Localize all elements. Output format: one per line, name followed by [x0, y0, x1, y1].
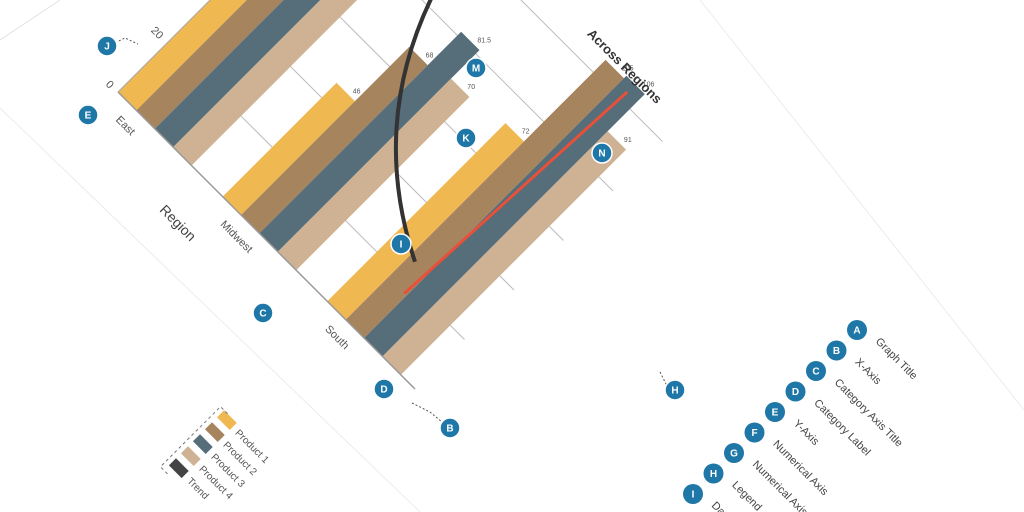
data-label: 72 — [522, 129, 530, 136]
badge-letter: J — [104, 42, 110, 53]
key-badge-letter: B — [833, 346, 840, 357]
badge-j — [96, 35, 118, 57]
key-badge-g — [724, 443, 744, 463]
bar-east-product-2 — [136, 0, 452, 129]
page-border-top — [0, 0, 61, 41]
pointer-b — [411, 402, 449, 428]
key-badge-h — [703, 463, 724, 484]
legend-swatch — [180, 446, 201, 467]
badge-letter: N — [598, 149, 605, 160]
key-badge-letter: H — [710, 469, 717, 480]
badge-e — [77, 104, 99, 126]
key-badge-letter: G — [730, 449, 738, 460]
badge-letter: K — [462, 134, 470, 145]
x-axis-title: Region — [157, 201, 200, 244]
badge-letter: D — [380, 385, 387, 396]
key-badge-letter: I — [692, 490, 695, 501]
badge-letter: E — [85, 111, 92, 122]
y-axis — [117, 0, 218, 93]
key-label-b: X-Axis — [852, 356, 883, 387]
key-badge-letter: E — [772, 408, 779, 419]
data-label: 46 — [353, 88, 361, 95]
data-label: 68 — [426, 52, 434, 59]
y-tick-label: 20 — [148, 25, 165, 42]
badge-n — [591, 142, 613, 164]
data-label: 105 — [622, 65, 634, 72]
page-border-right — [699, 0, 1024, 411]
category-label-east: East — [113, 114, 137, 138]
key-badge-f — [744, 422, 765, 443]
badge-i — [390, 233, 412, 255]
bar-south-product-3 — [364, 75, 645, 357]
key-badge-c — [806, 361, 826, 381]
annotation-badges: B C D E H I J K M N — [77, 35, 686, 439]
key-badge-b — [826, 340, 847, 361]
bar-east-product-3 — [154, 0, 471, 148]
bar-south-product-2 — [345, 59, 624, 339]
badge-k — [455, 127, 477, 149]
key-badge-a — [847, 320, 867, 340]
value-labels: 46 68 81.5 70 72 105 106 91 — [353, 37, 655, 144]
data-label: 70 — [467, 84, 475, 91]
badge-h — [664, 379, 686, 401]
bar-midwest-product-4 — [277, 78, 470, 271]
badge-m — [465, 57, 487, 79]
bar-south-product-1 — [327, 123, 524, 320]
key-badge-letter: F — [751, 428, 757, 439]
bar-midwest-product-1 — [222, 82, 355, 216]
legend-swatch — [168, 458, 189, 479]
bar-east-product-4 — [173, 0, 489, 166]
key-label-e: Y-Axis — [791, 418, 822, 449]
legend-swatch — [204, 422, 225, 443]
key-badge-d — [785, 381, 806, 402]
bars — [118, 0, 645, 375]
key-label-i: Data — [709, 500, 735, 512]
page-border-left — [0, 107, 421, 512]
key-badge-letter: A — [853, 326, 860, 337]
legend-swatch — [192, 434, 213, 455]
data-label: 106 — [643, 81, 655, 88]
badge-b — [439, 417, 461, 439]
key-badge-i — [683, 484, 703, 504]
badge-d — [373, 378, 395, 400]
badge-letter: H — [671, 386, 678, 397]
bar-east-product-1 — [118, 0, 434, 111]
key-badge-e — [765, 402, 785, 422]
bar-midwest-product-3 — [259, 31, 480, 252]
bar-midwest-product-2 — [241, 46, 428, 234]
category-label-south: South — [322, 323, 351, 352]
pointer-j — [107, 37, 139, 47]
badge-letter: C — [259, 309, 266, 320]
badge-letter: M — [472, 64, 480, 75]
data-label: 91 — [624, 137, 632, 144]
x-axis — [117, 91, 416, 390]
key-badge-letter: C — [812, 367, 819, 378]
data-label: 81.5 — [477, 37, 491, 44]
trend-line — [393, 0, 502, 263]
reference-line — [403, 90, 629, 295]
key-label-h: Legend — [729, 479, 763, 512]
key-label-c: Category Axis Title — [832, 377, 905, 450]
badge-letter: B — [446, 424, 453, 435]
badge-letter: I — [400, 240, 403, 251]
y-tick-label: 0 — [103, 78, 116, 91]
legend-swatch — [216, 410, 237, 430]
key-badge-letter: D — [792, 387, 799, 398]
badge-c — [252, 302, 274, 324]
bar-south-product-4 — [382, 131, 627, 375]
